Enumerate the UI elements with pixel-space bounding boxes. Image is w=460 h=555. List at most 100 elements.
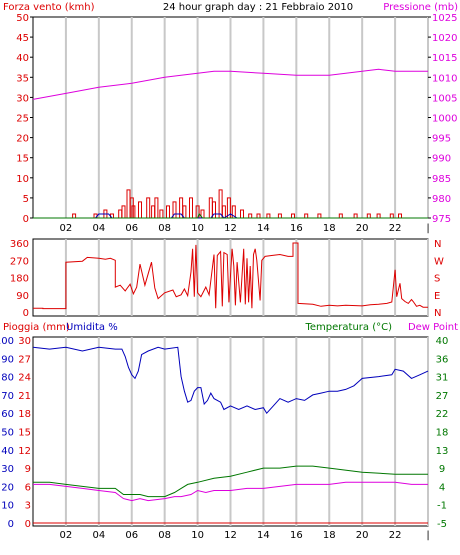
compass-label: S [434, 274, 440, 285]
temperature-ytick-label: 40 [436, 336, 449, 347]
dewpoint-line [33, 481, 428, 502]
rain-ytick-label: 0 [25, 519, 31, 530]
pressure-ytick-label: 1015 [432, 53, 457, 64]
wind-axis-title: Forza vento (kmh) [3, 2, 95, 13]
wind-direction-line [33, 242, 428, 310]
direction-ytick-label: 360 [10, 239, 29, 250]
chart-title: 24 hour graph day : 21 Febbraio 2010 [163, 2, 353, 13]
rain-ytick-label: 24 [18, 373, 31, 384]
humidity-temperature-xtick-label: | [426, 530, 429, 541]
humidity-temperature-xtick-label: 02 [60, 530, 73, 541]
wind-direction-panel: 0 N 90 E 180 S 270 W 360 N [10, 238, 444, 319]
wind-pressure-xtick-label: 06 [125, 223, 138, 234]
wind-pressure-xtick-label: 14 [257, 223, 270, 234]
wind-pressure-xtick-label: 16 [290, 223, 303, 234]
temperature-ytick-label: 36 [436, 354, 449, 365]
direction-ytick-label: 180 [10, 274, 29, 285]
humidity-temperature-xtick-label: 22 [389, 530, 402, 541]
humidity-ytick-label: 90 [1, 354, 14, 365]
rain-ytick-label: 27 [18, 354, 31, 365]
compass-label: E [434, 291, 440, 302]
humidity-ytick-label: 70 [1, 391, 14, 402]
humidity-ytick-label: 80 [1, 373, 14, 384]
wind-ytick-label: 10 [16, 174, 29, 185]
wind-pressure-panel: 0510152025303540455097598098599099510001… [16, 13, 457, 234]
pressure-ytick-label: 975 [432, 214, 451, 225]
humidity-ytick-label: 100 [0, 336, 14, 347]
wind-pressure-xtick-label: 18 [323, 223, 336, 234]
wind-pressure-xtick-label: 10 [191, 223, 204, 234]
wind-green-line [33, 213, 428, 219]
humidity-temperature-xtick-label: 16 [290, 530, 303, 541]
temperature-ytick-label: 9 [439, 464, 445, 475]
temperature-ytick-label: -1 [437, 501, 447, 512]
temperature-line [33, 465, 428, 498]
humidity-ytick-label: 50 [1, 428, 14, 439]
humidity-temperature-xtick-label: 10 [191, 530, 204, 541]
wind-pressure-xtick-label: 20 [356, 223, 369, 234]
pressure-ytick-label: 990 [432, 154, 451, 165]
humidity-temperature-panel: 0 0 -5 10 3 -1 20 6 4 30 9 9 40 12 13 50 15 18 60 18 22 70 21 2… [0, 336, 448, 541]
rain-ytick-label: 6 [25, 482, 31, 493]
humidity-temperature-xtick-label: 18 [323, 530, 336, 541]
wind-ytick-label: 20 [16, 134, 29, 145]
compass-label: W [434, 256, 444, 267]
pressure-ytick-label: 1025 [432, 13, 457, 24]
wind-pressure-xtick-label: | [426, 223, 429, 234]
wind-ytick-label: 30 [16, 93, 29, 104]
wind-pressure-xtick-label: 08 [158, 223, 171, 234]
wind-ytick-label: 25 [16, 114, 29, 125]
humidity-ytick-label: 60 [1, 409, 14, 420]
humidity-ytick-label: 40 [1, 446, 14, 457]
temperature-ytick-label: 27 [436, 391, 449, 402]
humidity-temperature-xtick-label: 14 [257, 530, 270, 541]
temperature-ytick-label: 4 [439, 482, 445, 493]
pressure-ytick-label: 985 [432, 174, 451, 185]
humidity-ytick-label: 10 [1, 501, 14, 512]
rain-ytick-label: 15 [18, 428, 31, 439]
humidity-ytick-label: 30 [1, 464, 14, 475]
humidity-temperature-xtick-label: 06 [125, 530, 138, 541]
rain-ytick-label: 12 [18, 446, 31, 457]
wind-ytick-label: 40 [16, 53, 29, 64]
wind-ytick-label: 45 [16, 33, 29, 44]
humidity-axis-title: Umidita % [66, 322, 118, 333]
pressure-axis-title: Pressione (mb) [383, 2, 458, 13]
humidity-ytick-label: 0 [8, 519, 14, 530]
humidity-ytick-label: 20 [1, 482, 14, 493]
wind-ytick-label: 50 [16, 13, 29, 24]
temperature-ytick-label: 13 [436, 446, 449, 457]
compass-label: N [434, 239, 441, 250]
wind-average-line [33, 213, 428, 219]
humidity-line [32, 346, 429, 415]
wind-pressure-xtick-label: 02 [60, 223, 73, 234]
humidity-temperature-xtick-label: 08 [158, 530, 171, 541]
temperature-ytick-label: 18 [436, 428, 449, 439]
rain-ytick-label: 21 [18, 391, 31, 402]
wind-ytick-label: 0 [23, 214, 29, 225]
pressure-ytick-label: 1000 [432, 114, 457, 125]
rain-ytick-label: 30 [18, 336, 31, 347]
rain-axis-title: Pioggia (mm) [3, 322, 70, 333]
dewpoint-axis-title: Dew Point [408, 322, 458, 333]
rain-ytick-label: 18 [18, 409, 31, 420]
direction-ytick-label: 0 [23, 308, 29, 319]
rain-ytick-label: 9 [25, 464, 31, 475]
wind-pressure-xtick-label: 04 [92, 223, 105, 234]
pressure-line [32, 68, 428, 100]
pressure-ytick-label: 1010 [432, 73, 457, 84]
pressure-ytick-label: 1005 [432, 93, 457, 104]
compass-label: N [434, 308, 441, 319]
wind-ytick-label: 15 [16, 154, 29, 165]
wind-ytick-label: 5 [23, 194, 29, 205]
temperature-ytick-label: 31 [436, 373, 449, 384]
direction-ytick-label: 270 [10, 256, 29, 267]
humidity-temperature-xtick-label: 20 [356, 530, 369, 541]
rain-ytick-label: 3 [25, 501, 31, 512]
pressure-ytick-label: 1020 [432, 33, 457, 44]
wind-ytick-label: 35 [16, 73, 29, 84]
pressure-ytick-label: 995 [432, 134, 451, 145]
temperature-ytick-label: 22 [436, 409, 449, 420]
